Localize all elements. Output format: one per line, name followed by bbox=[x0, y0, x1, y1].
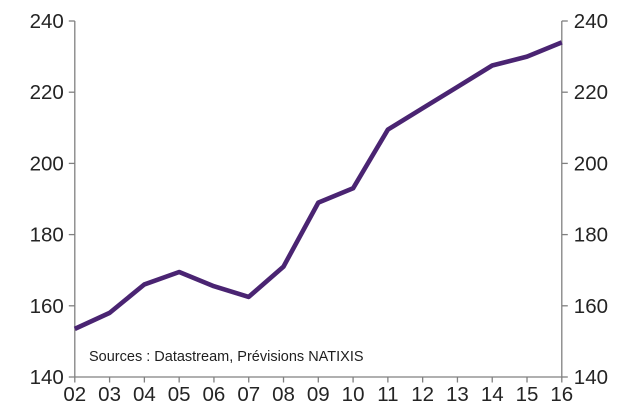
x-axis-label-08: 08 bbox=[272, 383, 295, 406]
y-axis-label-right-140: 140 bbox=[574, 366, 608, 389]
x-axis-label-05: 05 bbox=[168, 383, 191, 406]
data-line-series-0 bbox=[73, 40, 563, 331]
y-axis-label-left-200: 200 bbox=[30, 152, 64, 175]
y-axis-label-left-180: 180 bbox=[30, 224, 64, 247]
x-axis-label-11: 11 bbox=[377, 383, 398, 406]
y-axis-label-right-240: 240 bbox=[574, 10, 608, 33]
y-axis-label-right-160: 160 bbox=[574, 295, 608, 318]
x-axis-label-10: 10 bbox=[342, 383, 365, 406]
x-axis-label-15: 15 bbox=[516, 383, 539, 406]
y-axis-label-right-200: 200 bbox=[574, 152, 608, 175]
x-axis-label-09: 09 bbox=[307, 383, 330, 406]
x-axis-label-16: 16 bbox=[550, 383, 573, 406]
y-axis-label-left-240: 240 bbox=[30, 10, 64, 33]
y-axis-label-right-220: 220 bbox=[574, 81, 608, 104]
y-axis-label-left-140: 140 bbox=[30, 366, 64, 389]
source-note: Sources : Datastream, Prévisions NATIXIS bbox=[89, 349, 364, 365]
y-axis-label-left-220: 220 bbox=[30, 81, 64, 104]
y-axis-label-left-160: 160 bbox=[30, 295, 64, 318]
x-axis-label-14: 14 bbox=[481, 383, 504, 406]
x-axis-label-06: 06 bbox=[203, 383, 226, 406]
y-axis-label-right-180: 180 bbox=[574, 224, 608, 247]
x-axis-label-04: 04 bbox=[133, 383, 156, 406]
x-axis-label-12: 12 bbox=[411, 383, 434, 406]
x-axis-label-07: 07 bbox=[237, 383, 260, 406]
x-axis-label-03: 03 bbox=[98, 383, 121, 406]
x-axis-label-13: 13 bbox=[446, 383, 469, 406]
x-axis-label-02: 02 bbox=[63, 383, 86, 406]
